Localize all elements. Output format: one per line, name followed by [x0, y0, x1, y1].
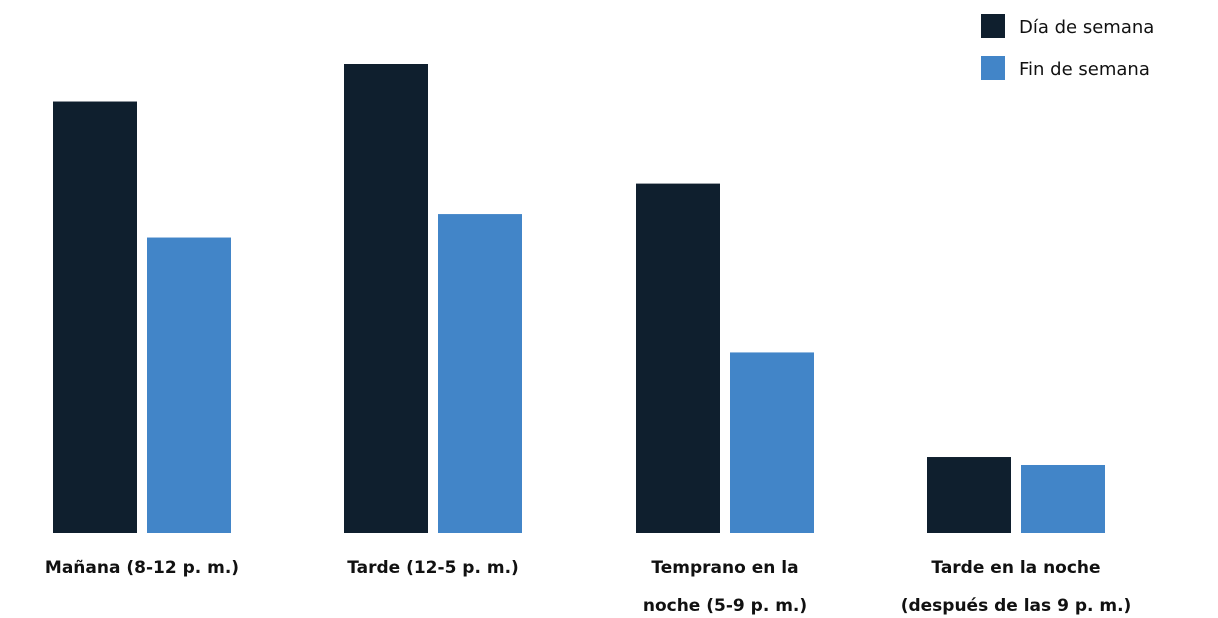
- legend-label-weekday: Día de semana: [1019, 17, 1154, 38]
- legend-swatch-weekend: [981, 56, 1005, 80]
- bar-weekday-1: [344, 64, 428, 533]
- category-label-3-line-1: (después de las 9 p. m.): [901, 596, 1132, 616]
- category-label-1-line-0: Tarde (12-5 p. m.): [347, 558, 519, 578]
- bar-weekend-0: [147, 237, 231, 533]
- category-label-2-line-1: noche (5-9 p. m.): [643, 596, 807, 616]
- bar-weekday-2: [636, 183, 720, 533]
- category-label-2-line-0: Temprano en la: [651, 558, 798, 578]
- category-label-0-line-0: Mañana (8-12 p. m.): [45, 558, 239, 578]
- legend: Día de semana Fin de semana: [981, 14, 1154, 80]
- bar-weekend-1: [438, 214, 522, 533]
- bars: [53, 64, 1105, 534]
- legend-swatch-weekday: [981, 14, 1005, 38]
- bar-weekend-2: [730, 352, 814, 533]
- legend-label-weekend: Fin de semana: [1019, 59, 1150, 80]
- category-label-3-line-0: Tarde en la noche: [931, 558, 1100, 578]
- bar-weekend-3: [1021, 464, 1105, 533]
- bar-weekday-0: [53, 101, 137, 534]
- bar-weekday-3: [927, 457, 1011, 533]
- category-labels: Mañana (8-12 p. m.) Tarde (12-5 p. m.) Tem…: [45, 558, 1131, 616]
